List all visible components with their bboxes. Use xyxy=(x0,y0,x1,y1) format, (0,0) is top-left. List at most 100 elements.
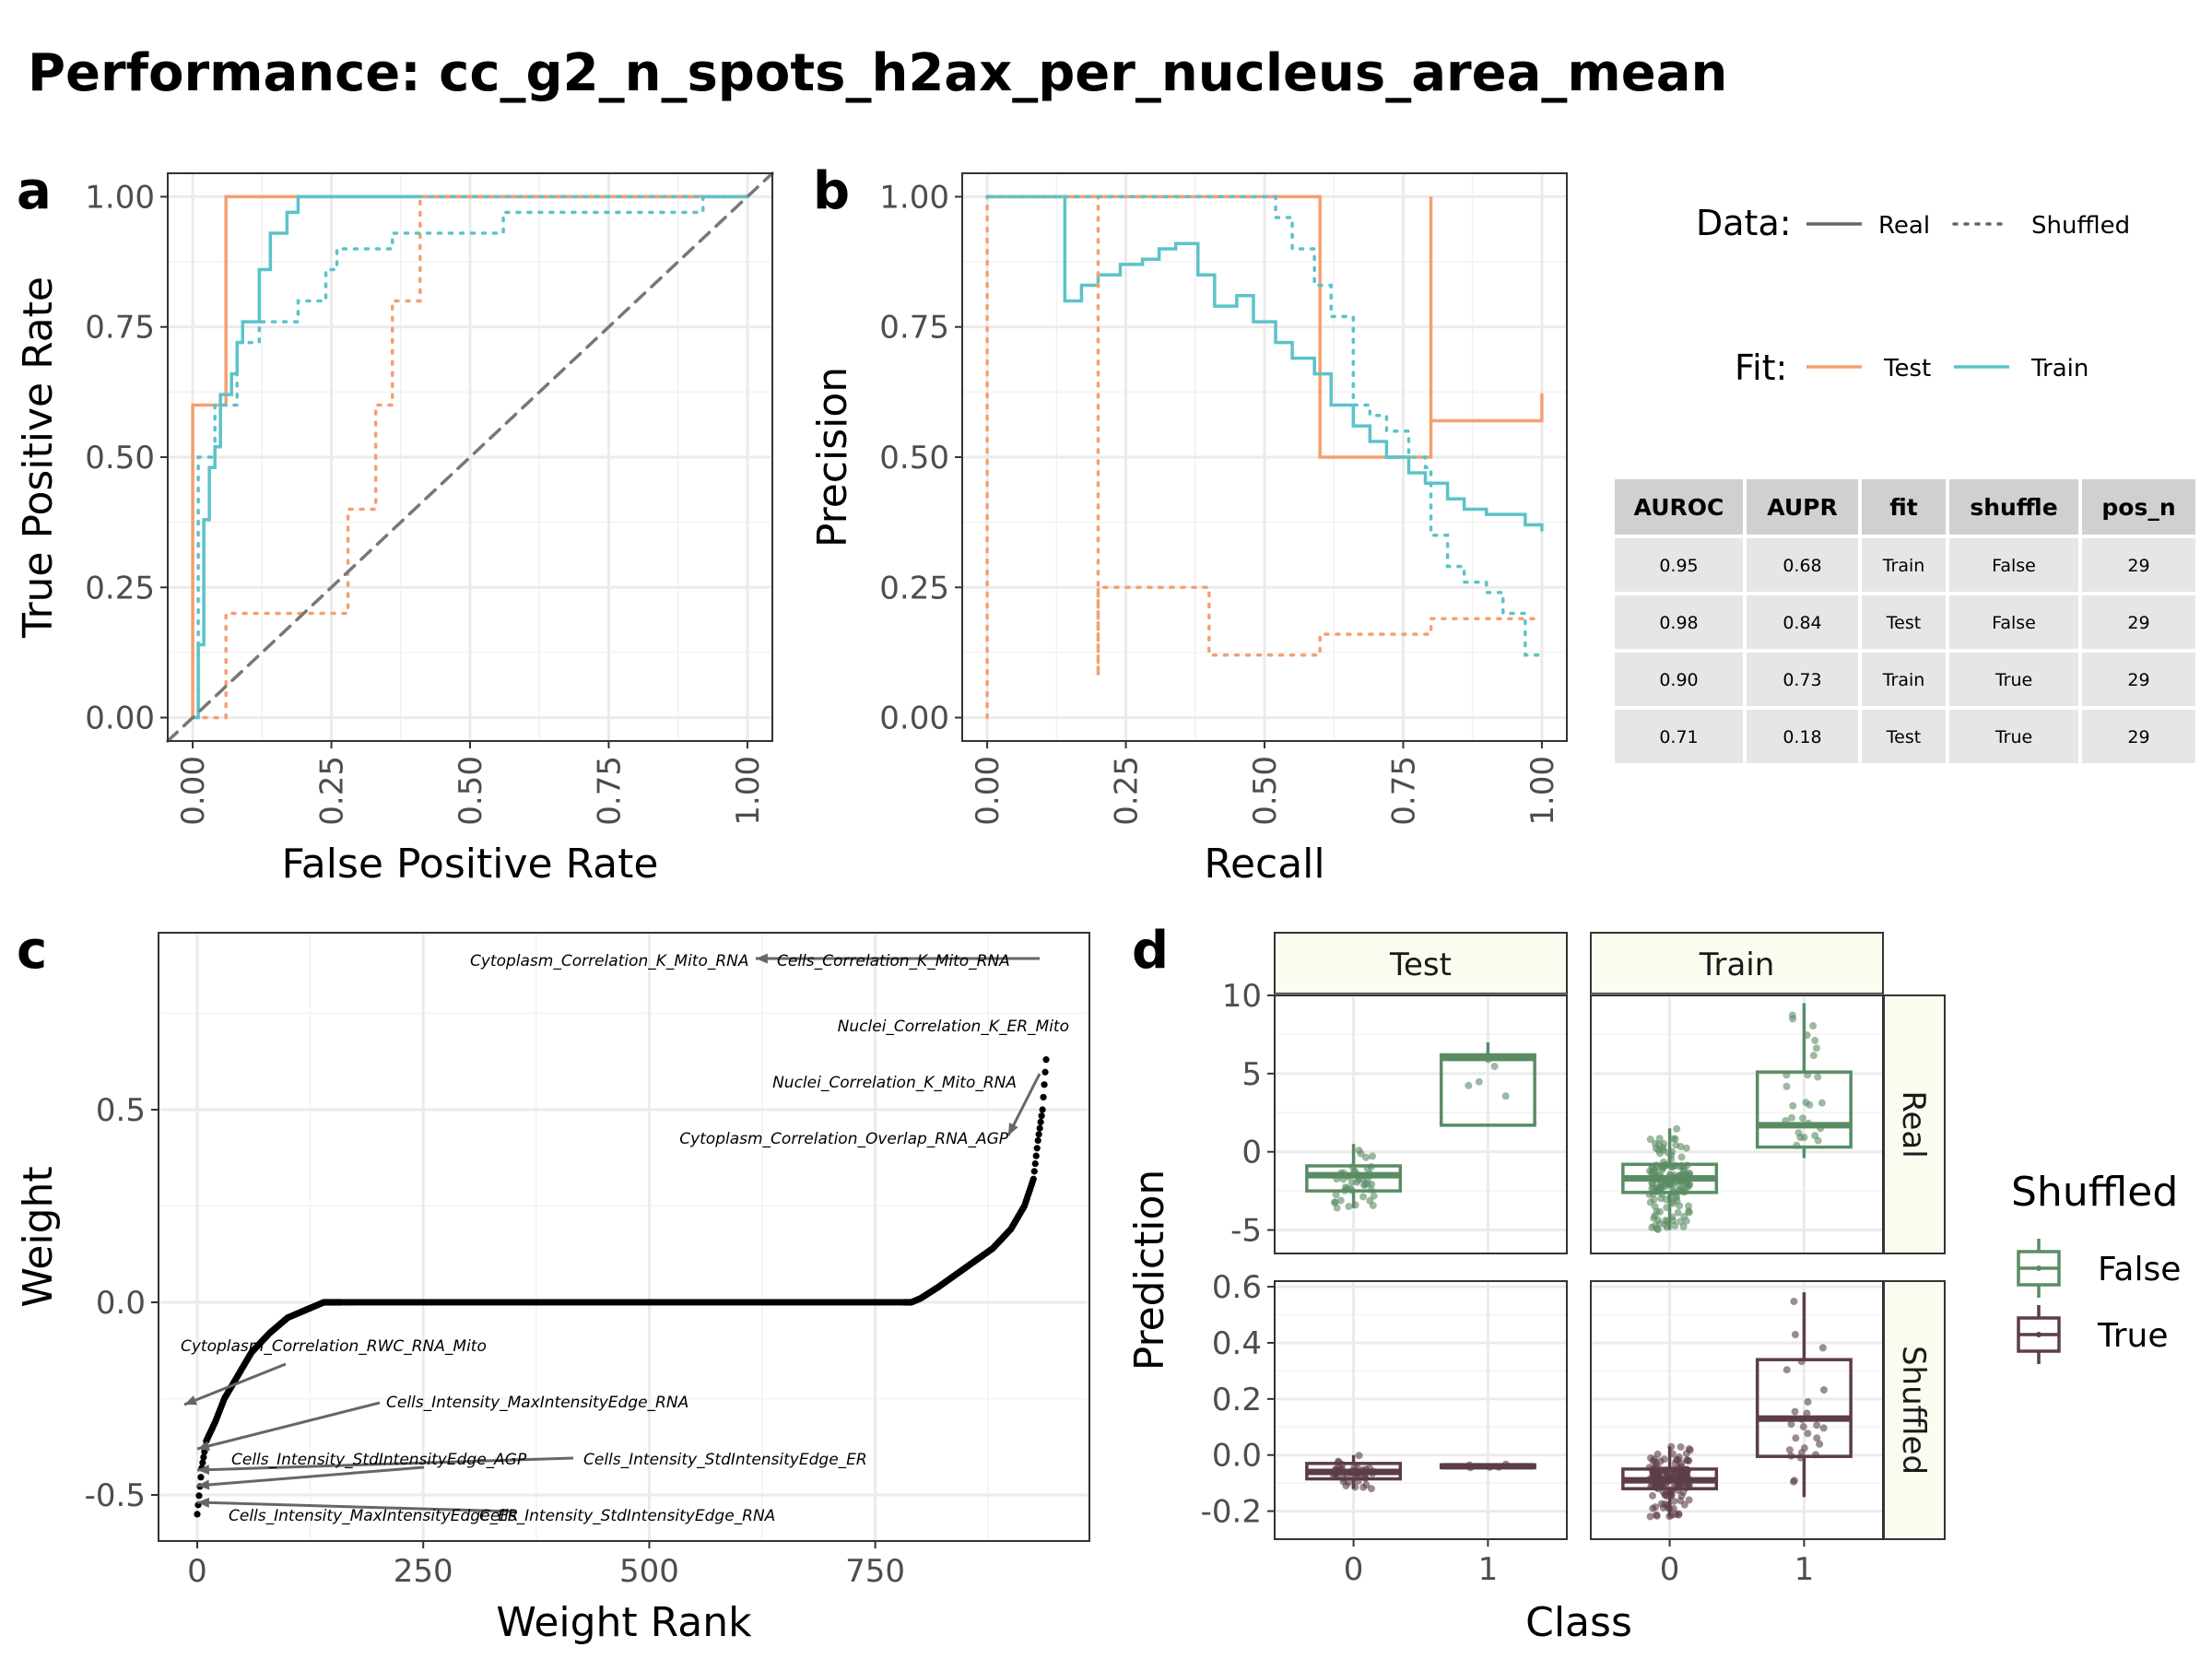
prediction-point xyxy=(1646,1135,1654,1144)
table-cell xyxy=(1949,710,2078,763)
x-tick-label: 750 xyxy=(845,1553,905,1590)
prediction-point xyxy=(1791,1331,1799,1339)
prediction-point xyxy=(1686,1446,1694,1454)
weight-point xyxy=(1030,1175,1037,1182)
facet-border xyxy=(1590,1280,1884,1540)
table-cell-text: 0.68 xyxy=(1783,556,1821,576)
legend-key-label: False xyxy=(2098,1251,2181,1288)
panel-d: Test TrainRealShuffled1050-50.60.40.20.0-… xyxy=(1126,932,2181,1646)
prediction-point xyxy=(1655,1135,1664,1143)
prediction-point xyxy=(1355,1452,1363,1460)
y-tick-label: 0.75 xyxy=(879,310,949,347)
prediction-point xyxy=(1672,1141,1680,1149)
annotation-arrowhead xyxy=(756,953,768,964)
table-cell-text: False xyxy=(1992,556,2036,576)
prediction-point xyxy=(1673,1124,1681,1133)
x-tick-label: 1.00 xyxy=(1524,756,1561,826)
prediction-point xyxy=(1657,1194,1665,1203)
facet-train-real xyxy=(1590,994,1884,1254)
prediction-point xyxy=(1674,1208,1682,1217)
facet-test-shuffled xyxy=(1274,1280,1568,1540)
table-header-cell xyxy=(1862,479,1946,535)
legend-key-point xyxy=(2036,1265,2041,1271)
facet-strip-train xyxy=(1590,932,1884,994)
prediction-point xyxy=(1804,1430,1812,1438)
prediction-point xyxy=(1791,1407,1799,1416)
y-tick-label: 0.50 xyxy=(879,440,949,477)
prediction-point xyxy=(1677,1459,1686,1467)
annotation-arrowhead xyxy=(184,1395,197,1406)
prediction-point xyxy=(1671,1135,1679,1143)
prediction-point xyxy=(1789,1101,1797,1110)
prediction-point xyxy=(1672,1194,1680,1202)
prediction-point xyxy=(1787,1113,1795,1122)
y-tick-label: 0.25 xyxy=(879,570,949,606)
table-cell-text: False xyxy=(1992,613,2036,633)
prediction-point xyxy=(1362,1153,1371,1161)
legend-train-label: Train xyxy=(2030,355,2088,382)
facet-test-real xyxy=(1274,994,1568,1254)
table-cell xyxy=(1747,710,1858,763)
prediction-point xyxy=(1660,1455,1668,1464)
legend-shuffled: Shuffled False True xyxy=(2011,1169,2181,1364)
panel-letter-b: b xyxy=(813,161,850,221)
panel-c: Cytoplasm_Correlation_K_Mito_RNA Cells_Co… xyxy=(15,932,1090,1646)
table-cell-text: 0.90 xyxy=(1659,670,1698,690)
table-cell xyxy=(2082,595,2195,649)
facet-train-shuffled xyxy=(1590,1280,1884,1540)
prediction-point xyxy=(1475,1077,1483,1086)
prediction-point xyxy=(1465,1081,1473,1089)
facet-background xyxy=(1591,1281,1883,1539)
x-tick-label: 0.00 xyxy=(970,756,1006,826)
legend-shuffled-label: Shuffled xyxy=(2031,212,2130,240)
facet-strip-label: Train xyxy=(1699,947,1775,983)
series-train-real xyxy=(191,194,749,720)
prediction-point xyxy=(1812,1044,1820,1053)
weight-points xyxy=(194,1056,1050,1518)
y-tick-label: -0.5 xyxy=(85,1477,146,1514)
facet-strip-shuffled xyxy=(1883,1280,1946,1540)
prediction-point xyxy=(1798,1114,1806,1123)
prediction-point xyxy=(1816,1440,1824,1448)
x-axis-label: Class xyxy=(1525,1599,1632,1646)
prediction-point xyxy=(1813,1434,1821,1442)
y-tick-label: 0.4 xyxy=(1212,1325,1262,1362)
plot-border xyxy=(158,932,1090,1542)
annotation-arrow xyxy=(196,1465,425,1488)
prediction-point xyxy=(1655,1219,1664,1228)
prediction-point xyxy=(1802,1099,1810,1107)
x-tick-label: 1 xyxy=(1478,1551,1499,1588)
prediction-point xyxy=(1789,1015,1797,1023)
prediction-point xyxy=(1783,1366,1791,1374)
prediction-point xyxy=(1796,1134,1805,1142)
y-tick-label: 0.00 xyxy=(879,700,949,737)
prediction-point xyxy=(1655,1140,1664,1148)
weight-point xyxy=(1041,1081,1048,1088)
legend-real-label: Real xyxy=(1878,212,1930,240)
prediction-point xyxy=(1811,1132,1819,1140)
prediction-point xyxy=(1367,1485,1375,1493)
prediction-point xyxy=(1669,1199,1677,1207)
y-tick-label: 1.00 xyxy=(879,179,949,216)
legend-data-fit: Data: Real Shuffled Fit: Test Train xyxy=(1696,203,2130,388)
legend-fit-title: Fit: xyxy=(1735,347,1787,388)
series-test-real xyxy=(985,194,1544,459)
annotation-label: Nuclei_Correlation_K_Mito_RNA xyxy=(772,1074,1017,1092)
table-cell-text: 0.84 xyxy=(1783,613,1821,633)
y-axis-label: True Positive Rate xyxy=(15,276,62,639)
prediction-point xyxy=(1331,1198,1339,1206)
legend-key-point xyxy=(2036,1332,2041,1337)
annotation-label: Nuclei_Correlation_K_ER_Mito xyxy=(838,1018,1069,1036)
prediction-point xyxy=(1685,1496,1693,1504)
table-header-text: fit xyxy=(1889,494,1918,521)
table-cell xyxy=(1747,595,1858,649)
table-cell-text: 0.98 xyxy=(1659,613,1698,633)
prediction-point xyxy=(1333,1204,1341,1212)
weight-point xyxy=(1036,1124,1043,1132)
prediction-point xyxy=(1656,1149,1665,1158)
y-tick-label: -5 xyxy=(1230,1213,1262,1250)
table-cell-text: True xyxy=(1994,670,2032,690)
weight-point xyxy=(1040,1093,1047,1101)
weight-point xyxy=(194,1511,201,1518)
